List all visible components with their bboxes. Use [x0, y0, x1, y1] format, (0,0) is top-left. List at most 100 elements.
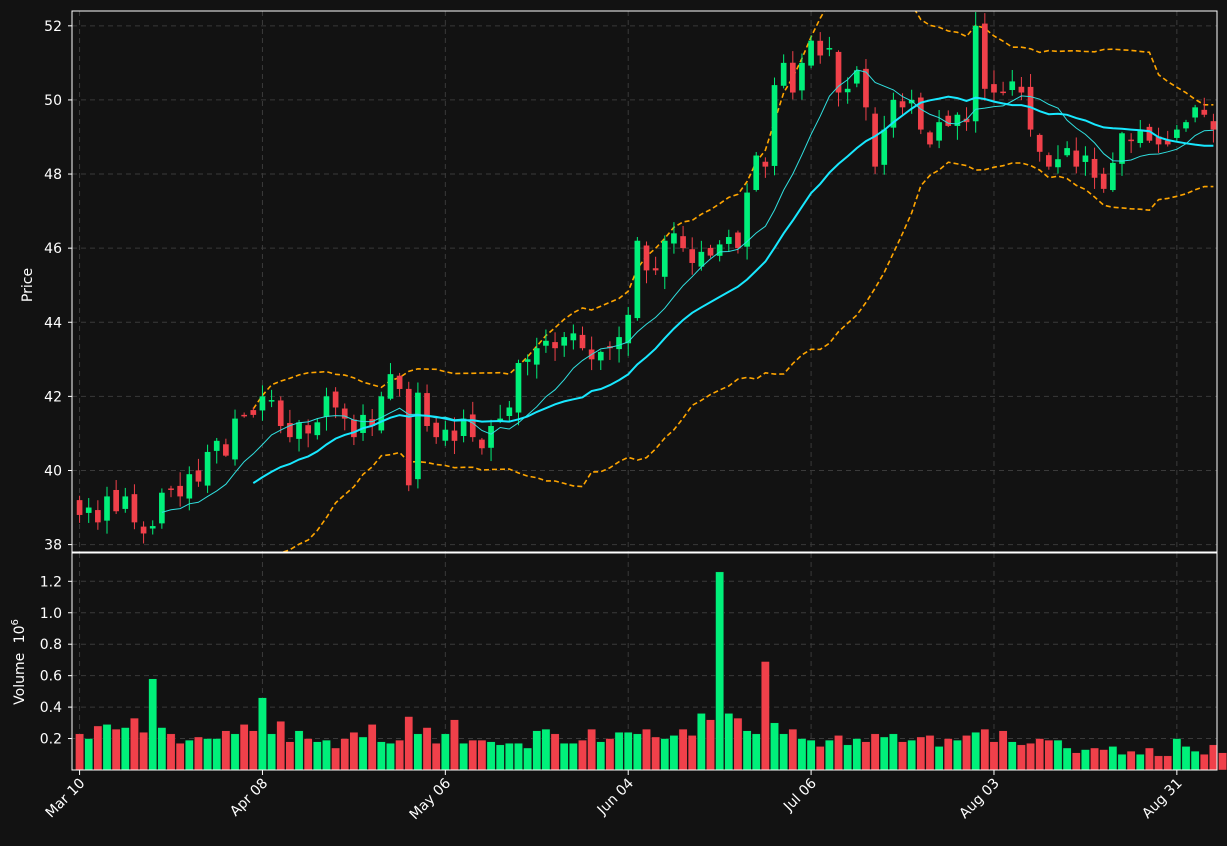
volume-bar — [1126, 750, 1136, 771]
candle-body — [95, 510, 101, 523]
price-tick-label: 52 — [44, 19, 62, 35]
volume-bar — [742, 730, 752, 771]
candle-body — [716, 244, 723, 256]
candle-body — [250, 410, 257, 415]
volume-bar — [120, 727, 130, 771]
volume-bar — [1044, 739, 1054, 771]
volume-bar — [166, 733, 176, 771]
candle-body — [771, 85, 778, 166]
volume-bar — [230, 733, 240, 771]
volume-bar — [605, 738, 615, 771]
volume-bar — [733, 717, 743, 771]
volume-bar — [84, 738, 94, 771]
candle-body — [387, 374, 394, 399]
volume-bar — [1108, 746, 1118, 771]
candle-body — [552, 342, 558, 349]
price-tick-label: 38 — [44, 538, 62, 554]
volume-bar — [541, 728, 551, 771]
volume-bar — [1154, 755, 1163, 771]
candle-body — [661, 240, 668, 277]
candle-body — [460, 418, 467, 436]
volume-bar — [422, 727, 432, 771]
volume-bar — [294, 730, 304, 771]
candle-body — [689, 249, 696, 263]
volume-bar — [843, 744, 852, 771]
volume-bar — [239, 724, 249, 771]
volume-bar — [779, 733, 788, 771]
volume-bar — [175, 743, 185, 771]
volume-panel-frame — [71, 552, 1218, 771]
candle-body — [817, 40, 824, 56]
volume-bar — [203, 738, 212, 771]
candle-body — [963, 118, 970, 123]
candle-body — [186, 474, 193, 499]
axis-labels: Price Volume 106 38 40 42 44 46 48 50 52 0.2 0.4 0… — [10, 19, 1186, 823]
candle-body — [451, 430, 458, 441]
x-tick-label: Aug 31 — [1139, 776, 1185, 822]
candle-body — [533, 348, 540, 365]
volume-bar — [148, 678, 158, 771]
candle-body — [1110, 162, 1116, 191]
volume-bar — [212, 738, 222, 771]
candle-body — [753, 155, 760, 190]
volume-bar — [75, 733, 84, 771]
x-tick-label: Apr 08 — [227, 776, 271, 820]
x-tick-label: May 06 — [407, 775, 455, 823]
candle-body — [341, 408, 348, 419]
volume-tick-label: 0.4 — [40, 700, 62, 716]
candle-body — [1018, 86, 1025, 93]
x-tick-label: Mar 10 — [43, 776, 89, 822]
volume-bar — [486, 741, 496, 771]
candle-body — [1210, 121, 1217, 130]
volume-bar — [1062, 747, 1072, 771]
volume-bar — [788, 728, 798, 771]
candle-body — [515, 363, 522, 413]
candle-body — [1128, 139, 1134, 142]
bollinger-lower-band — [280, 161, 1214, 552]
candle-body — [223, 444, 229, 456]
volume-bar — [102, 724, 112, 771]
candle-body — [698, 251, 705, 267]
bollinger-upper-band — [252, 11, 1214, 410]
volume-bar — [532, 730, 542, 771]
volume-bar — [459, 743, 468, 771]
candle-body — [981, 23, 988, 89]
volume-bar — [267, 733, 276, 771]
volume-bar — [852, 738, 862, 771]
volume-bar — [349, 732, 359, 771]
volume-tick-label: 1.0 — [40, 606, 62, 622]
volume-bar — [130, 717, 139, 771]
candle-body — [1000, 91, 1006, 94]
volume-bar — [386, 743, 395, 771]
candle-body — [415, 392, 421, 480]
candle-body — [936, 122, 942, 141]
volume-bar — [93, 725, 103, 771]
volume-tick-label: 0.8 — [40, 637, 62, 653]
volume-bar — [313, 741, 322, 771]
x-tick-label: Jul 06 — [780, 775, 820, 815]
volume-bar — [111, 728, 121, 771]
candle-body — [314, 422, 321, 436]
volume-bar — [377, 741, 386, 771]
candle-body — [131, 494, 138, 523]
volume-bar — [660, 738, 670, 771]
moving-averages — [161, 69, 1214, 513]
volume-bar — [1218, 752, 1227, 771]
candle-body — [351, 419, 357, 438]
candle-body — [113, 489, 119, 512]
candle-body — [725, 237, 732, 244]
candle-body — [853, 70, 860, 84]
candle-body — [1201, 109, 1208, 115]
volume-bar — [1081, 749, 1090, 771]
price-axis-label: Price — [20, 268, 36, 302]
candle-body — [844, 88, 851, 93]
candle-body — [908, 99, 915, 104]
price-tick-label: 40 — [44, 463, 62, 479]
volume-tick-label: 1.2 — [40, 574, 62, 590]
volume-bar — [505, 743, 514, 771]
price-tick-label: 44 — [44, 315, 62, 331]
candle-body — [405, 388, 412, 486]
volume-bar — [989, 741, 999, 771]
candle-body — [1009, 81, 1016, 91]
